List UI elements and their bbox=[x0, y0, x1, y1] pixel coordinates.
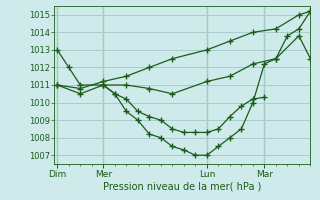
X-axis label: Pression niveau de la mer( hPa ): Pression niveau de la mer( hPa ) bbox=[103, 181, 261, 191]
